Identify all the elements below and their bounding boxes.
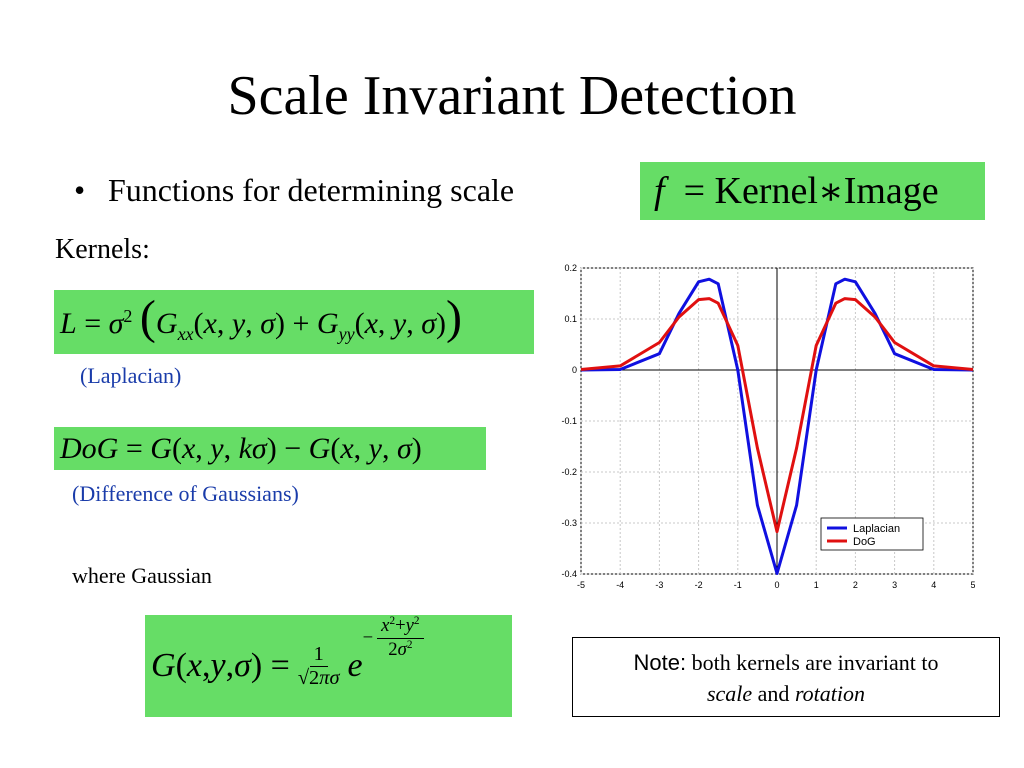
kernel-chart-svg: -5 -4 -3 -2 -1 0 1 2 3 4 5 -0.4 -0.3 -0.2 -0.1 0 0.1 0.2 L… (561, 263, 975, 590)
note-box: Note: both kernels are invariant to scal… (572, 637, 1000, 717)
laplacian-formula: L = σ2 (Gxx(x, y, σ) + Gyy(x, y, σ)) (60, 291, 463, 345)
dog-formula: DoG = G(x, y, kσ) − G(x, y, σ) (60, 431, 422, 465)
bullet-item: • Functions for determining scale (74, 174, 514, 206)
y-tick-label: -0.1 (561, 416, 577, 426)
formula-f-lhs: f (654, 170, 665, 212)
note-rotation: rotation (794, 680, 866, 706)
x-tick-label: -2 (695, 580, 703, 590)
x-tick-label: 4 (931, 580, 936, 590)
gaussian-formula-box: G(x, y, σ) = 1 √2πσ e − x2+y2 2σ2 (145, 615, 512, 717)
note-head: Note: (633, 650, 687, 675)
legend-box (820, 517, 924, 551)
laplacian-formula-box: L = σ2 (Gxx(x, y, σ) + Gyy(x, y, σ)) (54, 290, 534, 354)
x-tick-label: -5 (577, 580, 585, 590)
bullet-dot-icon: • (74, 172, 86, 208)
kernel-chart: -5 -4 -3 -2 -1 0 1 2 3 4 5 -0.4 -0.3 -0.2 -0.1 0 0.1 0.2 L… (555, 258, 975, 598)
x-tick-label: 0 (774, 580, 779, 590)
laplacian-caption: (Laplacian) (80, 363, 182, 388)
series-line-laplacian (580, 277, 974, 575)
dog-caption: (Difference of Gaussians) (72, 481, 299, 506)
formula-f-eq: = (683, 170, 705, 212)
bullet-text: Functions for determining scale (108, 172, 515, 208)
formula-f-image: Image (843, 170, 939, 212)
y-tick-label: 0.2 (564, 263, 577, 273)
slide-title: Scale Invariant Detection (227, 65, 797, 127)
y-tick-label: 0.1 (564, 314, 577, 324)
kernels-label: Kernels: (55, 234, 150, 265)
formula-f-kernel: Kernel (714, 170, 818, 212)
note-scale: scale (706, 680, 753, 706)
y-tick-label: 0 (572, 365, 577, 375)
where-gaussian-text: where Gaussian (72, 563, 212, 588)
formula-f-op: ∗ (817, 170, 844, 213)
gaussian-formula: G(x, y, σ) = 1 √2πσ e − x2+y2 2σ2 (151, 615, 428, 690)
note-and: and (757, 680, 790, 706)
x-tick-label: -1 (734, 580, 742, 590)
x-tick-label: -3 (655, 580, 663, 590)
x-tick-label: 1 (814, 580, 819, 590)
x-tick-label: 2 (853, 580, 858, 590)
series-line-dog (580, 297, 974, 534)
formula-f-box: f = Kernel ∗ Image (640, 162, 985, 220)
y-tick-label: -0.4 (561, 569, 577, 579)
x-tick-label: -4 (616, 580, 624, 590)
x-tick-label: 3 (892, 580, 897, 590)
dog-formula-box: DoG = G(x, y, kσ) − G(x, y, σ) (54, 427, 486, 470)
note-line1: both kernels are invariant to (691, 650, 939, 675)
legend-label-dog: DoG (853, 536, 876, 548)
x-tick-label: 5 (970, 580, 975, 590)
y-tick-label: -0.3 (561, 518, 577, 528)
legend-label-laplacian: Laplacian (853, 523, 900, 535)
y-tick-label: -0.2 (561, 467, 577, 477)
